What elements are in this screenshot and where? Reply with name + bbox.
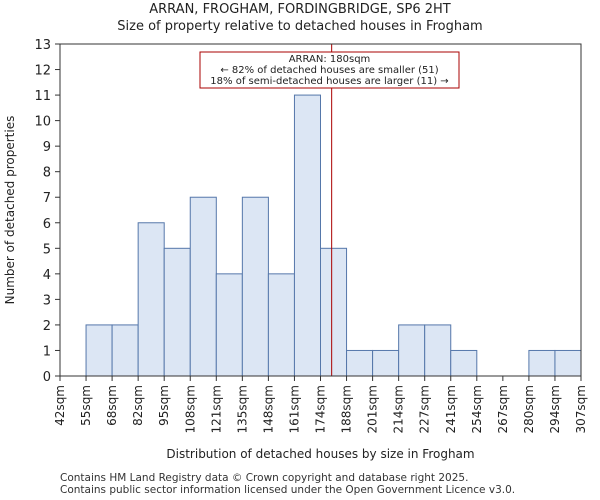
x-tick-label: 42sqm [53, 385, 67, 426]
y-tick-label: 1 [43, 344, 51, 359]
y-tick-label: 10 [34, 115, 51, 130]
x-tick-label: 95sqm [157, 385, 171, 426]
footer-licence: Contains public sector information licen… [60, 484, 516, 496]
histogram-bar [424, 324, 452, 377]
histogram-bar [137, 222, 165, 377]
x-tick-label: 161sqm [287, 385, 301, 433]
footer-copyright: Contains HM Land Registry data © Crown c… [60, 472, 469, 484]
y-tick-label: 12 [34, 64, 51, 79]
annotation-line-1: ARRAN: 180sqm [289, 54, 371, 65]
histogram-bar [267, 273, 295, 377]
x-tick-label: 188sqm [340, 385, 354, 433]
x-tick-label: 280sqm [522, 385, 536, 433]
y-tick-label: 13 [34, 38, 51, 53]
y-tick-label: 4 [43, 268, 51, 283]
y-tick-label: 8 [43, 166, 51, 181]
y-tick-label: 6 [43, 217, 51, 232]
x-tick-label: 108sqm [183, 385, 197, 433]
x-tick-label: 254sqm [470, 385, 484, 433]
y-axis-label: Number of detached properties [3, 116, 17, 305]
bars-group [85, 94, 582, 377]
x-tick-label: 294sqm [548, 385, 562, 433]
x-tick-label: 201sqm [366, 385, 380, 433]
y-tick-label: 0 [43, 370, 51, 385]
x-tick-label: 227sqm [418, 385, 432, 433]
chart-title: Size of property relative to detached ho… [117, 19, 483, 34]
histogram-bar [398, 324, 426, 377]
histogram-bar [241, 196, 269, 377]
x-tick-label: 241sqm [444, 385, 458, 433]
y-tick-label: 5 [43, 242, 51, 257]
annotation-line-2: ← 82% of detached houses are smaller (51… [220, 65, 438, 76]
y-tick-label: 3 [43, 293, 51, 308]
histogram-bar [85, 324, 113, 377]
x-tick-label: 135sqm [235, 385, 249, 433]
x-tick-label: 148sqm [261, 385, 275, 433]
histogram-bar [450, 349, 478, 377]
histogram-bar [528, 349, 556, 377]
x-tick-label: 307sqm [574, 385, 588, 433]
x-tick-label: 121sqm [209, 385, 223, 433]
x-axis: 42sqm 55sqm 68sqm 82sqm 95sqm 108sqm 121sqm 135… [53, 376, 588, 433]
x-tick-label: 214sqm [392, 385, 406, 433]
y-tick-label: 7 [43, 191, 51, 206]
x-axis-label: Distribution of detached houses by size … [166, 447, 474, 461]
histogram-bar [111, 324, 139, 377]
x-tick-label: 68sqm [105, 385, 119, 426]
histogram-bar [189, 196, 217, 377]
histogram-bar [293, 94, 322, 377]
histogram-bar [554, 349, 582, 377]
y-tick-label: 11 [34, 89, 51, 104]
x-tick-label: 55sqm [79, 385, 93, 426]
y-tick-label: 2 [43, 319, 51, 334]
annotation-line-3: 18% of semi-detached houses are larger (… [210, 76, 448, 87]
histogram-bar [163, 247, 191, 377]
x-tick-label: 267sqm [496, 385, 510, 433]
x-tick-label: 174sqm [314, 385, 328, 433]
y-tick-label: 9 [43, 140, 51, 155]
chart-title-address: ARRAN, FROGHAM, FORDINGBRIDGE, SP6 2HT [149, 2, 451, 17]
histogram-bar [346, 349, 374, 377]
histogram-bar [320, 247, 348, 377]
histogram-bar [215, 273, 243, 377]
x-tick-label: 82sqm [131, 385, 145, 426]
plot-frame [59, 43, 582, 377]
histogram-bar [372, 349, 400, 377]
annotation-box [199, 51, 460, 89]
